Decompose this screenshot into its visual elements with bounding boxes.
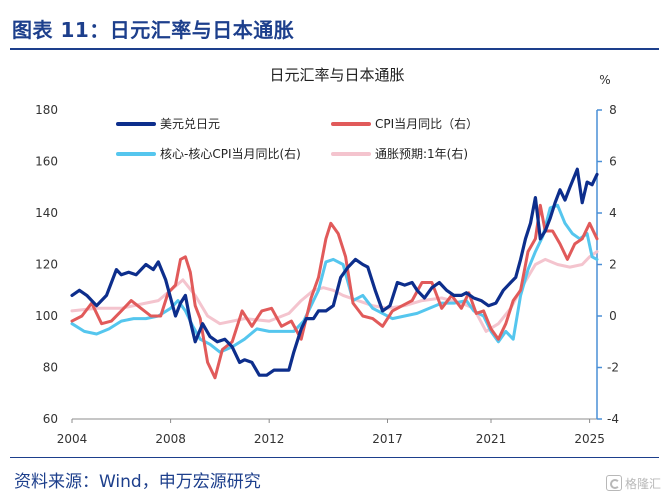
watermark-text: 格隆汇: [624, 477, 661, 491]
right-y-unit-label: %: [599, 73, 610, 87]
x-tick-label: 2025: [574, 432, 605, 446]
x-tick-label: 2021: [476, 432, 507, 446]
chart-svg: 日元汇率与日本通胀 60 80 100 120 140 160 180 -4 -2 0 2 4 6 8% 2…: [35, 66, 619, 446]
legend-core-core-cpi-label: 核心-核心CPI当月同比(右): [160, 146, 301, 161]
title-underline: [10, 48, 659, 50]
right-y-tick-label: 4: [609, 206, 617, 220]
x-tick-label: 2004: [57, 432, 88, 446]
x-tick-label: 2008: [155, 432, 186, 446]
right-y-tick-label: 6: [609, 155, 617, 169]
left-y-tick-label: 180: [35, 103, 58, 117]
legend-cpi-label: CPI当月同比（右）: [375, 116, 478, 131]
left-y-tick-label: 60: [43, 412, 58, 426]
right-y-tick-label: 2: [609, 258, 617, 272]
watermark: 格隆汇: [605, 475, 661, 492]
left-y-tick-label: 160: [35, 155, 58, 169]
legend-usdjpy-label: 美元兑日元: [160, 117, 220, 131]
right-y-tick-label: 8: [609, 103, 617, 117]
axes: 60 80 100 120 140 160 180 -4 -2 0 2 4 6 8% 2004 2008 201…: [35, 73, 619, 446]
chart-title: 日元汇率与日本通胀: [269, 66, 404, 84]
left-y-tick-label: 100: [35, 309, 58, 323]
source-note: 资料来源：Wind，申万宏源研究: [14, 472, 261, 492]
series-lines: [70, 167, 599, 380]
usdjpy-line: [70, 167, 599, 377]
footer-divider: [10, 457, 659, 458]
legend-inflation-expectation-label: 通胀预期:1年(右): [375, 146, 468, 161]
inflation-expectation-line: [70, 250, 599, 333]
left-y-tick-label: 80: [43, 361, 58, 375]
right-y-tick-label: -4: [607, 412, 619, 426]
left-y-tick-label: 140: [35, 206, 58, 220]
watermark-logo-icon: [605, 475, 622, 491]
x-tick-label: 2012: [254, 432, 285, 446]
right-y-tick-label: 0: [609, 309, 617, 323]
figure-title: 图表 11：日元汇率与日本通胀: [12, 18, 295, 42]
x-tick-label: 2017: [372, 432, 403, 446]
right-y-tick-label: -2: [607, 361, 619, 375]
legend: 美元兑日元 CPI当月同比（右） 核心-核心CPI当月同比(右) 通胀预期:1年(右): [116, 116, 478, 161]
cpi-line: [70, 203, 599, 380]
left-y-tick-label: 120: [35, 258, 58, 272]
